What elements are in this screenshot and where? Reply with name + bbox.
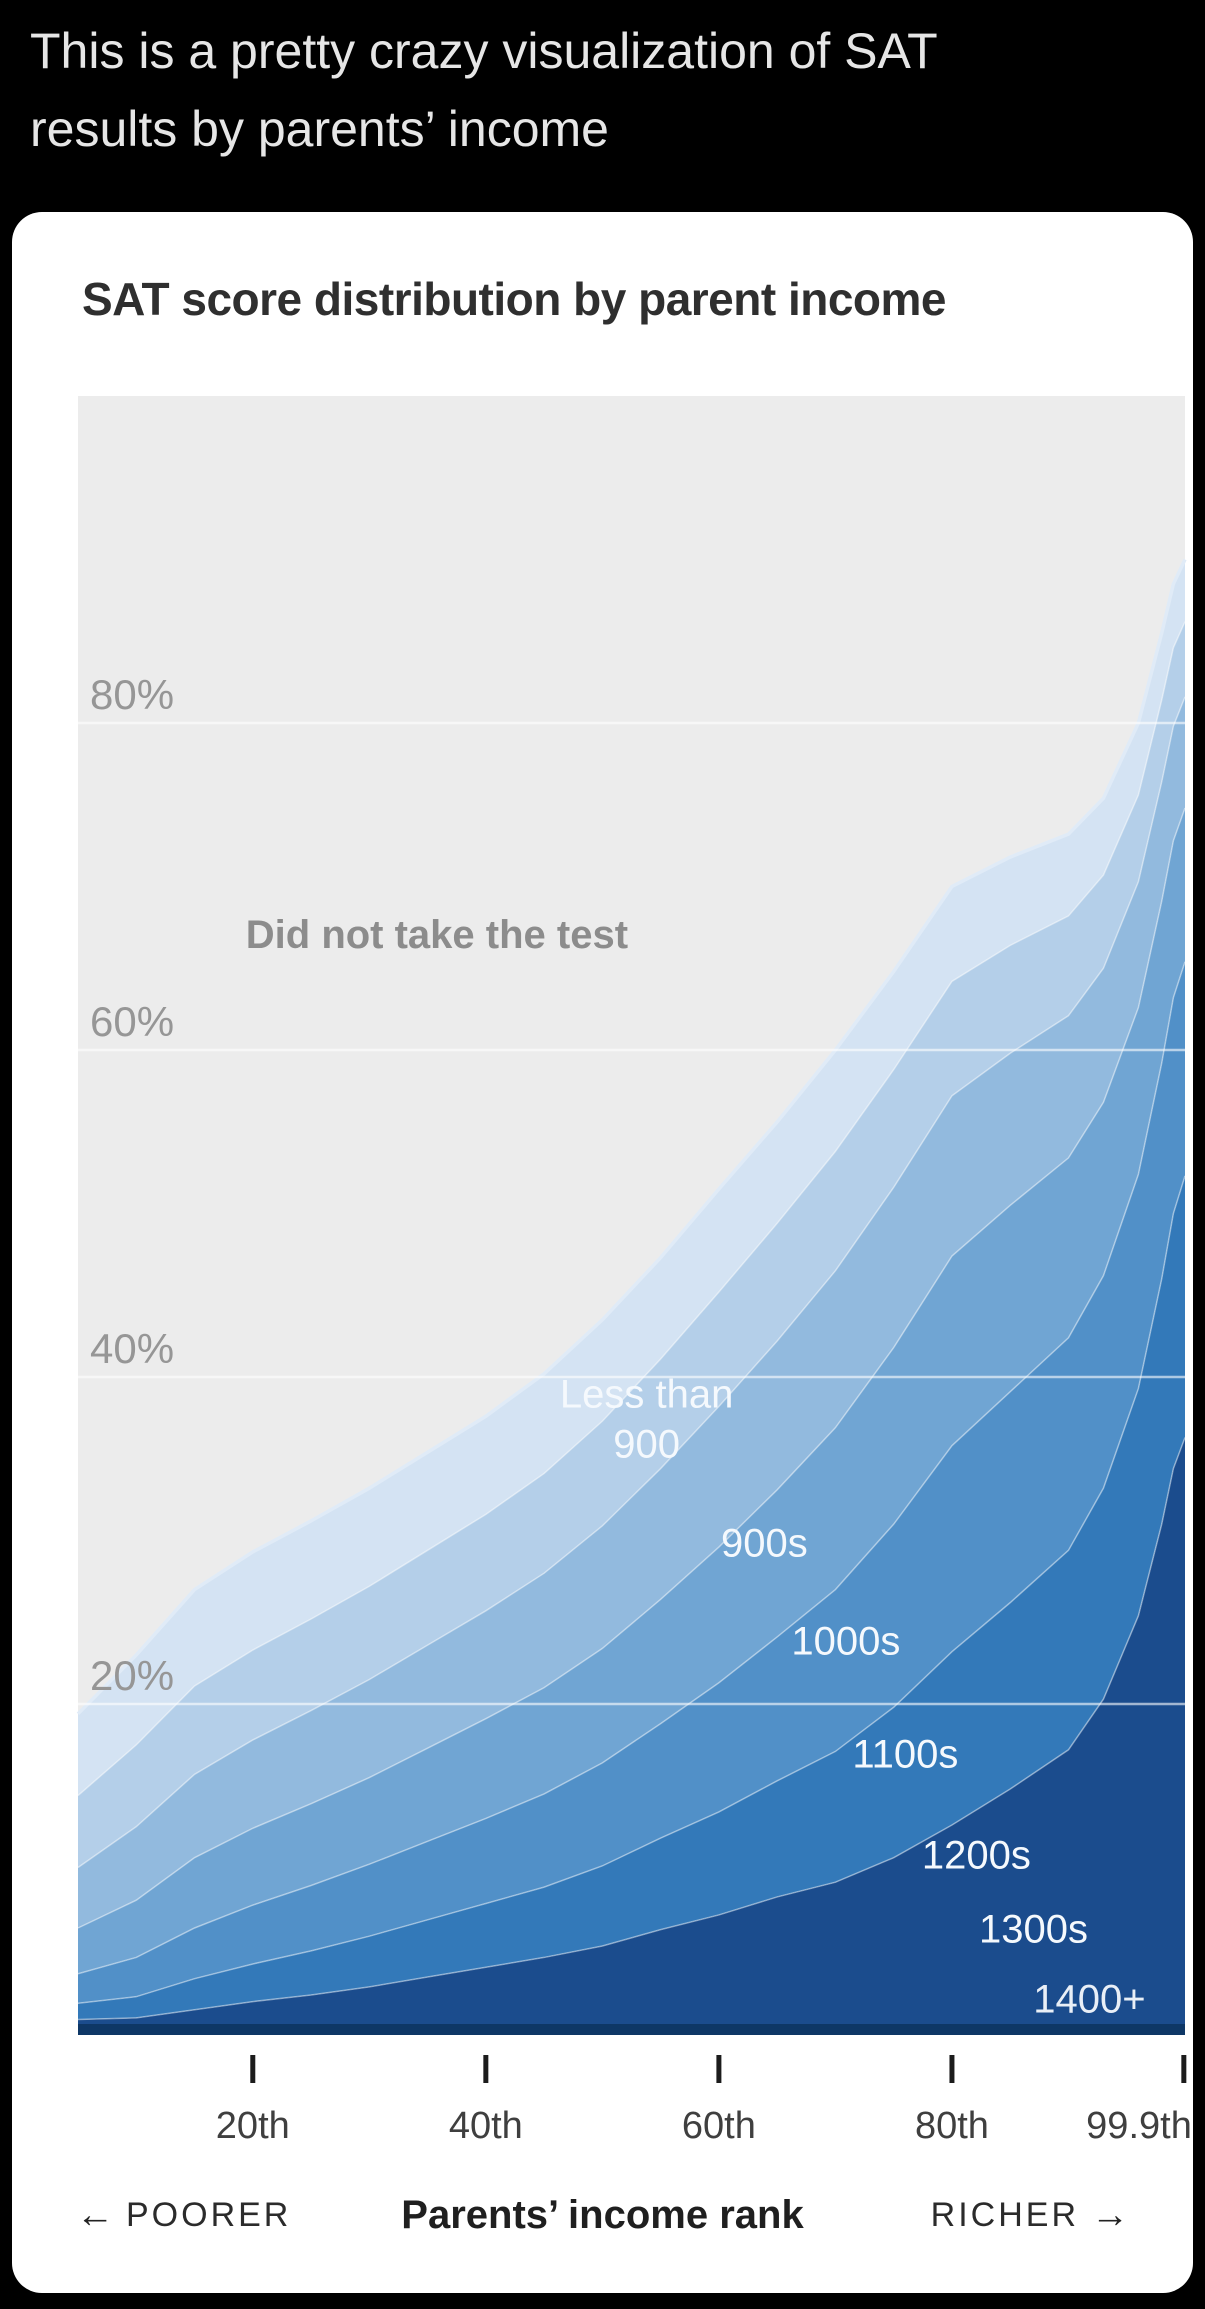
band-1300s bbox=[78, 1175, 1185, 2020]
x-tick-99.9th bbox=[1181, 2055, 1187, 2083]
outer-boundary-less-than-900 bbox=[76, 558, 1187, 1716]
1400-plus-label: 1400+ bbox=[1033, 1977, 1145, 2021]
richer-label: RICHER bbox=[930, 2195, 1079, 2234]
x-axis-caption: ← POORER Parents’ income rank RICHER → bbox=[76, 2190, 1129, 2240]
band-boundary-1100s bbox=[77, 807, 1186, 1929]
band-boundary-1300s bbox=[77, 1175, 1186, 2004]
richer-direction: RICHER → bbox=[879, 2194, 1129, 2237]
900s-label: 900s bbox=[721, 1521, 808, 1565]
x-tick-label-40th: 40th bbox=[449, 2105, 523, 2147]
chart-area: 20% 40% 60% 80% Did not take the test Less th… bbox=[76, 396, 1192, 2156]
y-tick-label-80%: 80% bbox=[90, 671, 174, 718]
x-tick-40th bbox=[483, 2055, 489, 2083]
1200s-label: 1200s bbox=[922, 1833, 1031, 1877]
band-1200s bbox=[78, 961, 1185, 2004]
band-1100s bbox=[78, 808, 1185, 1974]
band-boundary-1000s bbox=[77, 696, 1186, 1869]
chart-card: SAT score distribution by parent income … bbox=[12, 212, 1193, 2293]
y-tick-label-40%: 40% bbox=[90, 1325, 174, 1372]
headline-line-2: results by parents’ income bbox=[30, 101, 609, 157]
chart-title: SAT score distribution by parent income bbox=[82, 273, 947, 325]
did-not-take-label: Did not take the test bbox=[246, 913, 628, 957]
band-boundary-1200s bbox=[77, 961, 1186, 1975]
x-tick-label-60th: 60th bbox=[682, 2105, 756, 2147]
x-tick-80th bbox=[949, 2055, 955, 2083]
x-tick-label-20th: 20th bbox=[216, 2105, 290, 2147]
less-than-900-label-line-1: Less than bbox=[560, 1372, 733, 1416]
900s-label-line-1: 900s bbox=[721, 1521, 808, 1565]
band-1400-plus bbox=[78, 1437, 1185, 2031]
x-tick-60th bbox=[716, 2055, 722, 2083]
did-not-take-label-line-1: Did not take the test bbox=[246, 913, 628, 957]
band-less-than-900 bbox=[78, 559, 1185, 1796]
1000s-label-line-1: 1000s bbox=[791, 1619, 900, 1663]
band-1000s bbox=[78, 696, 1185, 1928]
band-boundary-1400-plus bbox=[77, 1437, 1186, 2021]
x-axis-baseline bbox=[78, 2024, 1185, 2035]
1100s-label: 1100s bbox=[852, 1732, 958, 1776]
y-tick-label-60%: 60% bbox=[90, 998, 174, 1045]
less-than-900-label: Less than 900 bbox=[560, 1372, 733, 1466]
x-tick-20th bbox=[250, 2055, 256, 2083]
x-axis-title: Parents’ income rank bbox=[401, 2192, 804, 2237]
x-tick-label-99.9th: 99.9th bbox=[1086, 2105, 1192, 2147]
right-arrow-icon: → bbox=[1091, 2193, 1129, 2236]
band-900s bbox=[78, 621, 1185, 1868]
x-tick-label-80th: 80th bbox=[915, 2105, 989, 2147]
less-than-900-label-line-2: 900 bbox=[613, 1422, 680, 1466]
poorer-label: POORER bbox=[126, 2195, 292, 2234]
poorer-direction: ← POORER bbox=[76, 2194, 326, 2237]
1000s-label: 1000s bbox=[791, 1619, 900, 1663]
band-boundary-900s bbox=[77, 621, 1186, 1797]
left-arrow-icon: ← bbox=[76, 2193, 114, 2236]
1100s-label-line-1: 1100s bbox=[852, 1732, 958, 1776]
headline: This is a pretty crazy visualization of … bbox=[0, 0, 1205, 168]
sat-distribution-stacked-area-chart: 20% 40% 60% 80% Did not take the test Less th… bbox=[76, 396, 1192, 2147]
y-tick-label-20%: 20% bbox=[90, 1652, 174, 1699]
headline-line-1: This is a pretty crazy visualization of … bbox=[30, 23, 938, 79]
1200s-label-line-1: 1200s bbox=[922, 1833, 1031, 1877]
1400-plus-label-line-1: 1400+ bbox=[1033, 1977, 1145, 2021]
1300s-label-line-1: 1300s bbox=[979, 1907, 1088, 1951]
1300s-label: 1300s bbox=[979, 1907, 1088, 1951]
